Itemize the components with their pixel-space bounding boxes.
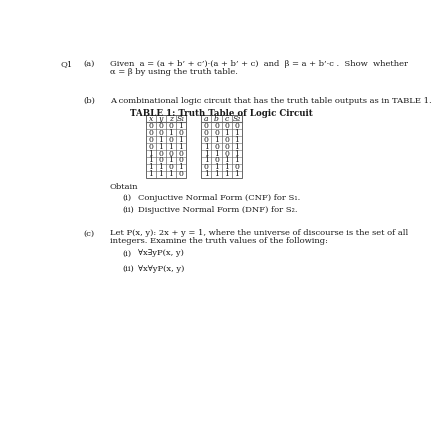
Text: 0: 0 <box>214 129 219 137</box>
Text: 1: 1 <box>234 136 239 144</box>
Text: (i): (i) <box>123 194 132 202</box>
Text: 0: 0 <box>178 129 183 137</box>
Text: S₁: S₁ <box>177 115 185 123</box>
Text: 0: 0 <box>234 163 239 171</box>
Text: 1: 1 <box>214 150 219 157</box>
Text: 1: 1 <box>234 129 239 137</box>
Text: 1: 1 <box>158 136 163 144</box>
Text: 0: 0 <box>214 157 219 165</box>
Text: 1: 1 <box>148 150 153 157</box>
Text: x: x <box>149 115 153 123</box>
Text: 1: 1 <box>168 157 173 165</box>
Text: 0: 0 <box>148 143 153 151</box>
Text: 1: 1 <box>204 170 209 179</box>
Text: 1: 1 <box>158 163 163 171</box>
Text: 1: 1 <box>234 170 239 179</box>
Text: 1: 1 <box>224 170 229 179</box>
Text: 1: 1 <box>168 170 173 179</box>
Text: 0: 0 <box>224 136 229 144</box>
Text: 0: 0 <box>178 170 183 179</box>
Text: a: a <box>204 115 209 123</box>
Text: α = β by using the truth table.: α = β by using the truth table. <box>110 68 238 76</box>
Text: 1: 1 <box>234 150 239 157</box>
Bar <box>145 115 186 178</box>
Text: 0: 0 <box>204 136 209 144</box>
Text: (b): (b) <box>84 97 95 105</box>
Text: 1: 1 <box>148 163 153 171</box>
Text: y: y <box>158 115 163 123</box>
Text: 0: 0 <box>204 163 209 171</box>
Text: 0: 0 <box>178 150 183 157</box>
Text: 0: 0 <box>158 150 163 157</box>
Text: 0: 0 <box>148 122 153 130</box>
Text: 1: 1 <box>234 143 239 151</box>
Text: 0: 0 <box>168 150 173 157</box>
Text: (c): (c) <box>84 229 95 237</box>
Text: 1: 1 <box>214 136 219 144</box>
Text: 0: 0 <box>224 122 229 130</box>
Bar <box>201 115 242 178</box>
Text: 0: 0 <box>148 129 153 137</box>
Text: 1: 1 <box>168 143 173 151</box>
Text: c: c <box>224 115 229 123</box>
Text: 0: 0 <box>224 150 229 157</box>
Text: 0: 0 <box>158 129 163 137</box>
Text: 0: 0 <box>234 122 239 130</box>
Text: 1: 1 <box>224 129 229 137</box>
Text: 1: 1 <box>224 163 229 171</box>
Text: Obtain: Obtain <box>110 183 139 191</box>
Text: 1: 1 <box>158 143 163 151</box>
Text: 0: 0 <box>178 157 183 165</box>
Text: 1: 1 <box>178 163 183 171</box>
Text: b: b <box>214 115 219 123</box>
Text: 0: 0 <box>224 143 229 151</box>
Text: TABLE 1: Truth Table of Logic Circuit: TABLE 1: Truth Table of Logic Circuit <box>130 109 313 118</box>
Text: ∀x∃yP(x, y): ∀x∃yP(x, y) <box>138 250 184 258</box>
Text: 0: 0 <box>168 163 173 171</box>
Text: (i): (i) <box>123 250 132 258</box>
Text: 1: 1 <box>204 143 209 151</box>
Text: 0: 0 <box>148 136 153 144</box>
Text: 1: 1 <box>224 157 229 165</box>
Text: 0: 0 <box>158 157 163 165</box>
Text: 1: 1 <box>148 157 153 165</box>
Text: 1: 1 <box>158 170 163 179</box>
Text: 1: 1 <box>168 129 173 137</box>
Text: 1: 1 <box>178 122 183 130</box>
Text: 1: 1 <box>214 170 219 179</box>
Text: S₂: S₂ <box>233 115 241 123</box>
Text: 0: 0 <box>168 122 173 130</box>
Text: 1: 1 <box>178 143 183 151</box>
Text: 0: 0 <box>168 136 173 144</box>
Text: z: z <box>169 115 173 123</box>
Text: 1: 1 <box>214 163 219 171</box>
Text: Disjuctive Normal Form (DNF) for S₂.: Disjuctive Normal Form (DNF) for S₂. <box>138 206 297 214</box>
Text: 1: 1 <box>234 157 239 165</box>
Text: 0: 0 <box>204 122 209 130</box>
Text: Conjuctive Normal Form (CNF) for S₁.: Conjuctive Normal Form (CNF) for S₁. <box>138 194 300 202</box>
Text: 1: 1 <box>148 170 153 179</box>
Text: Let P(x, y): 2x + y = 1, where the universe of discourse is the set of all: Let P(x, y): 2x + y = 1, where the unive… <box>110 229 408 237</box>
Text: Given  a = (a + b’ + c’)·(a + b’ + c)  and  β = a + b’·c .  Show  whether: Given a = (a + b’ + c’)·(a + b’ + c) and… <box>110 60 408 68</box>
Text: 0: 0 <box>214 122 219 130</box>
Text: (ii): (ii) <box>123 206 134 214</box>
Text: 0: 0 <box>204 129 209 137</box>
Text: (ii): (ii) <box>123 265 134 273</box>
Text: A combinational logic circuit that has the truth table outputs as in TABLE 1.: A combinational logic circuit that has t… <box>110 97 432 105</box>
Text: 0: 0 <box>214 143 219 151</box>
Text: Q1: Q1 <box>60 60 73 68</box>
Text: ∀x∀yP(x, y): ∀x∀yP(x, y) <box>138 265 184 273</box>
Text: integers. Examine the truth values of the following:: integers. Examine the truth values of th… <box>110 237 328 245</box>
Text: (a): (a) <box>84 60 95 68</box>
Text: 1: 1 <box>204 150 209 157</box>
Text: 0: 0 <box>158 122 163 130</box>
Text: 1: 1 <box>204 157 209 165</box>
Text: 1: 1 <box>178 136 183 144</box>
